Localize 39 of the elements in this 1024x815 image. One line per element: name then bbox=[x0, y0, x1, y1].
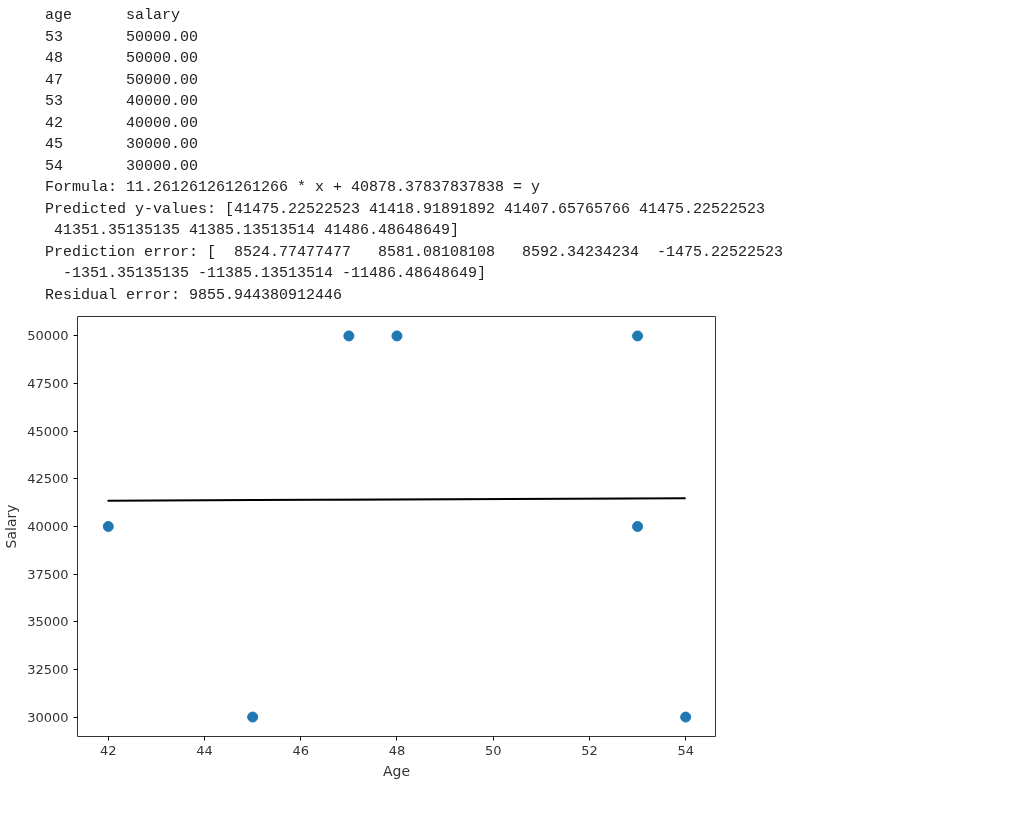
y-tick-label: 37500 bbox=[27, 566, 69, 582]
point bbox=[102, 521, 114, 532]
x-tick-label: 46 bbox=[292, 742, 310, 758]
point bbox=[632, 521, 644, 532]
text: 48 50000.00 bbox=[45, 50, 199, 67]
y-tick-label: 50000 bbox=[27, 328, 69, 344]
y-tick-label: 45000 bbox=[27, 423, 69, 439]
point bbox=[343, 330, 355, 342]
text: 54 30000.00 bbox=[45, 157, 199, 175]
point bbox=[632, 330, 644, 342]
x-tick-label: 44 bbox=[196, 742, 213, 758]
x-tick-label: 48 bbox=[388, 742, 406, 758]
text: Residual error: 9855.944380912446 bbox=[45, 286, 343, 304]
point bbox=[680, 711, 692, 723]
text: -1351.35135135 -11385.13513514 -11486.48648649] bbox=[63, 265, 487, 282]
x-tick-label: 50 bbox=[484, 742, 502, 758]
text: Formula: 11.261261261261266 * x + 40878.37837837838 = y bbox=[45, 179, 541, 196]
text: 41351.35135135 41385.13513514 41486.48648649] bbox=[54, 222, 460, 239]
y-tick-label: 35000 bbox=[27, 614, 69, 630]
point bbox=[391, 330, 403, 342]
x-tick-label: 54 bbox=[677, 742, 694, 758]
y-tick-label: 42500 bbox=[27, 471, 69, 487]
x-tick-label: 42 bbox=[100, 742, 117, 758]
y-tick-label: 30000 bbox=[27, 709, 69, 725]
text: 42 40000.00 bbox=[45, 114, 199, 132]
y-tick-label: 47500 bbox=[27, 376, 69, 392]
text: age salary bbox=[45, 7, 181, 24]
text: 53 50000.00 bbox=[45, 28, 199, 46]
text: Prediction error: [ 8524.77477477 8581.08108108 8592.34234234 -1475.22522523 bbox=[45, 243, 784, 261]
y-axis-title: Salary bbox=[3, 504, 20, 549]
text: 47 50000.00 bbox=[45, 71, 199, 89]
y-tick-label: 40000 bbox=[27, 519, 69, 534]
point bbox=[247, 711, 259, 723]
text: Predicted y-values: [41475.22522523 41418.91891892 41407.65765766 41475.22522523 bbox=[45, 200, 766, 218]
y-tick-label: 32500 bbox=[27, 661, 69, 677]
x-tick-label: 52 bbox=[581, 742, 598, 758]
text: 53 40000.00 bbox=[45, 93, 199, 110]
x-axis-title: Age bbox=[382, 762, 411, 779]
text: 45 30000.00 bbox=[45, 136, 199, 153]
